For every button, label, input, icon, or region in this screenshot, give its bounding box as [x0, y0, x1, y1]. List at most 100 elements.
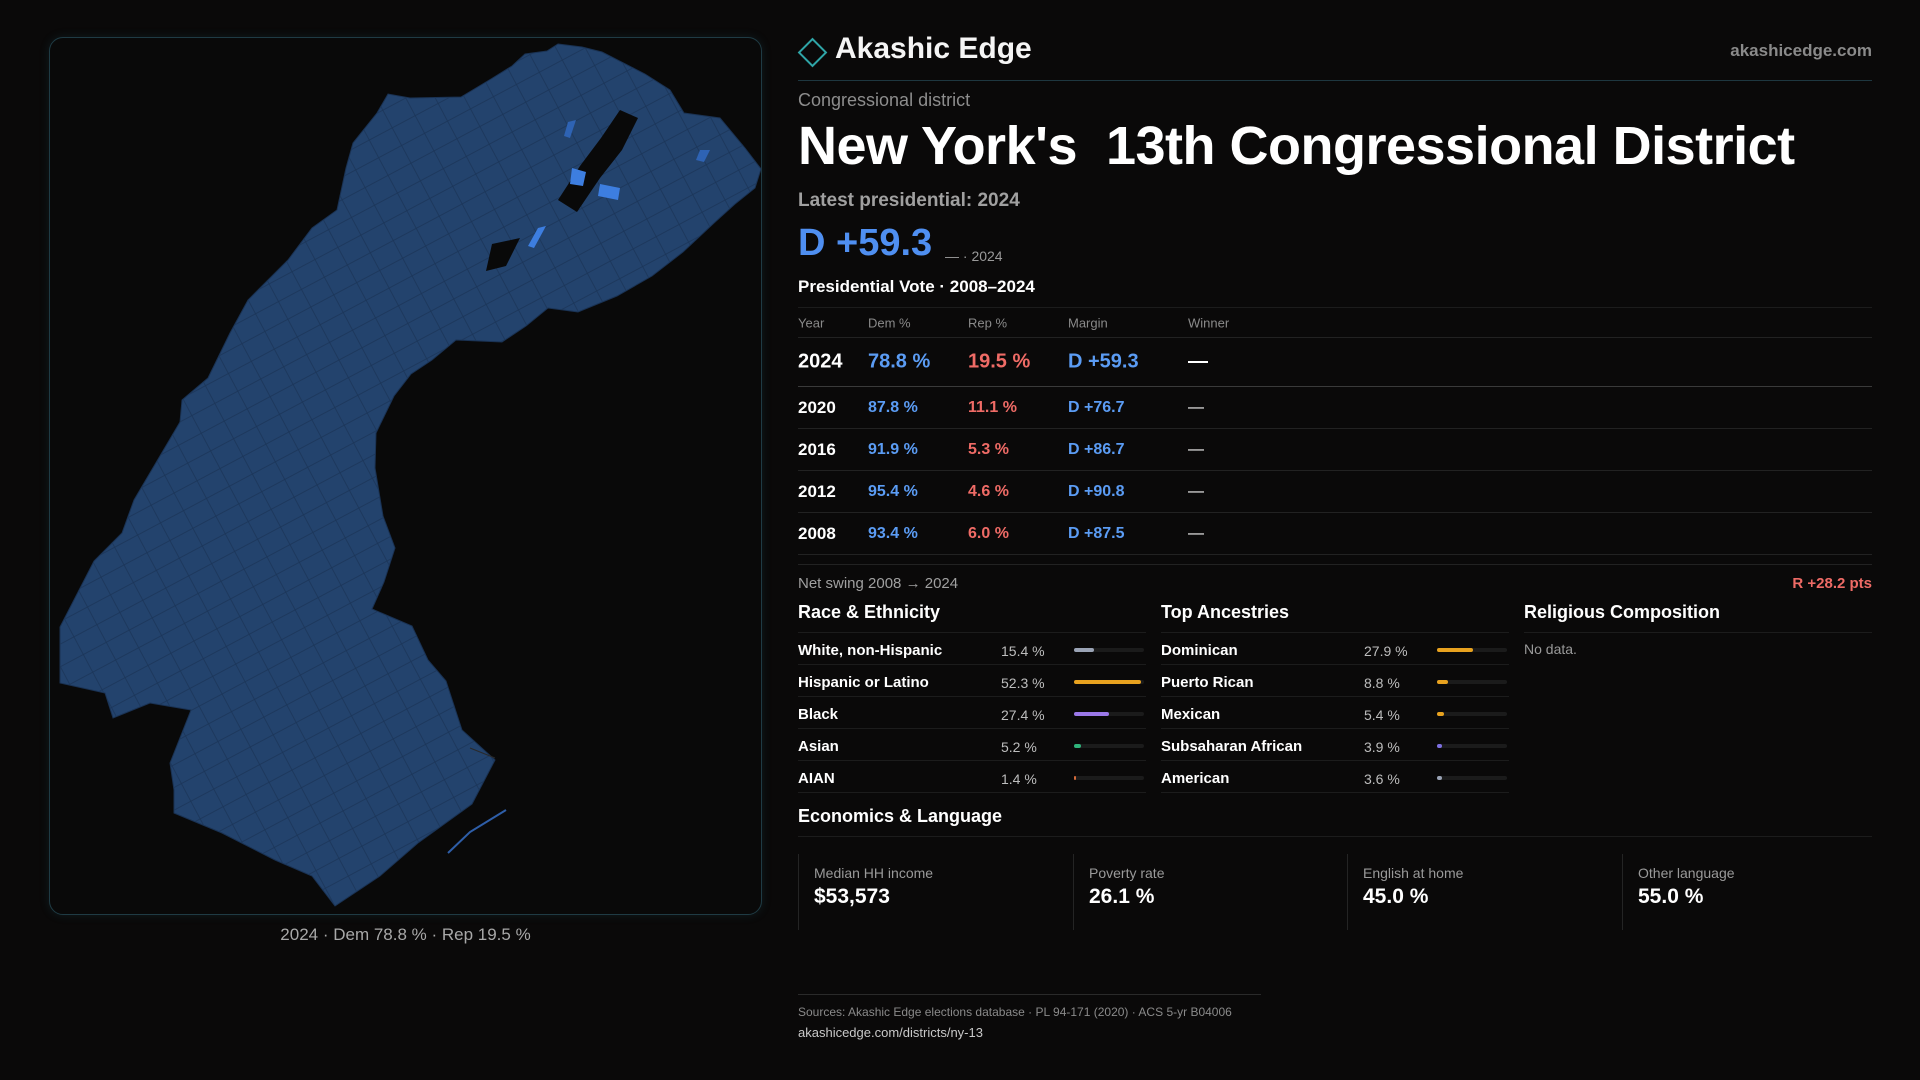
no-data-text: No data. — [1524, 641, 1577, 657]
latest-margin-sub: — · 2024 — [945, 248, 1003, 264]
ancestry-pct: 8.8 % — [1364, 675, 1400, 691]
ancestry-pct: 5.4 % — [1364, 707, 1400, 723]
stat-label: English at home — [1363, 865, 1464, 881]
map-caption: 2024 · Dem 78.8 % · Rep 19.5 % — [280, 925, 531, 944]
page-title: New York's 13th Congressional District — [798, 116, 1795, 176]
vote-table-heading: Presidential Vote · 2008–2024 — [798, 277, 1035, 296]
latest-presidential-label: Latest presidential: 2024 — [798, 190, 1020, 211]
rep-pct-cell: 19.5 % — [968, 350, 1031, 373]
column-header-winner: Winner — [1188, 315, 1230, 330]
list-item[interactable]: Black 27.4 % — [798, 697, 1146, 729]
share-bar-fill — [1437, 712, 1444, 716]
brand-header: Akashic Edge akashicedge.com — [797, 30, 1872, 81]
race-pct: 52.3 % — [1001, 675, 1045, 691]
list-item[interactable]: Asian 5.2 % — [798, 729, 1146, 761]
year-cell: 2016 — [798, 439, 836, 459]
race-pct: 5.2 % — [1001, 739, 1037, 755]
map-gap-area — [486, 238, 520, 271]
highlight-precinct[interactable] — [528, 226, 546, 248]
share-bar-fill — [1437, 648, 1473, 652]
list-item[interactable]: Dominican 27.9 % — [1161, 633, 1509, 665]
race-label: Hispanic or Latino — [798, 674, 929, 691]
net-swing-value: R +28.2 pts — [1792, 575, 1872, 592]
net-swing-label: Net swing 2008 → 2024 — [798, 575, 959, 592]
net-swing-row: Net swing 2008 → 2024 R +28.2 pts — [798, 564, 1872, 594]
stat-value: $53,573 — [814, 885, 890, 908]
race-pct: 15.4 % — [1001, 643, 1045, 659]
stat-value: 45.0 % — [1363, 885, 1429, 908]
table-header-row: Year Dem % Rep % Margin Winner — [798, 308, 1872, 338]
dem-pct-cell: 91.9 % — [868, 440, 918, 458]
rep-pct-cell: 5.3 % — [968, 440, 1009, 458]
share-bar-track — [1074, 680, 1144, 684]
highlight-precinct[interactable] — [570, 168, 586, 186]
table-row[interactable]: 2016 91.9 % 5.3 % D +86.7 — — [798, 429, 1872, 471]
race-label: Black — [798, 706, 839, 723]
top-ancestries-panel: Top Ancestries Dominican 27.9 % Puerto R… — [1161, 602, 1509, 793]
district-map-panel[interactable] — [49, 37, 762, 915]
dem-pct-cell: 78.8 % — [868, 350, 931, 373]
stat-label: Median HH income — [814, 865, 934, 881]
margin-cell: D +59.3 — [1068, 350, 1139, 373]
ancestry-label: Mexican — [1161, 706, 1221, 723]
sources-text: Sources: Akashic Edge elections database… — [798, 1005, 1232, 1019]
highlight-precinct[interactable] — [564, 120, 576, 138]
economics-heading: Economics & Language — [798, 806, 1872, 837]
race-ethnicity-heading: Race & Ethnicity — [798, 602, 1146, 633]
share-bar-track — [1074, 712, 1144, 716]
stat-label: Poverty rate — [1089, 865, 1165, 881]
year-cell: 2024 — [798, 350, 843, 373]
share-bar-fill — [1437, 744, 1442, 748]
stat-label: Other language — [1638, 865, 1735, 881]
top-ancestries-heading: Top Ancestries — [1161, 602, 1509, 633]
share-bar-fill — [1074, 744, 1081, 748]
column-header-rep: Rep % — [968, 315, 1008, 330]
list-item[interactable]: American 3.6 % — [1161, 761, 1509, 793]
shoreline — [469, 747, 496, 759]
race-ethnicity-panel: Race & Ethnicity White, non-Hispanic 15.… — [798, 602, 1146, 793]
race-label: White, non-Hispanic — [798, 642, 943, 659]
list-item[interactable]: White, non-Hispanic 15.4 % — [798, 633, 1146, 665]
brand-name[interactable]: Akashic Edge — [835, 32, 1032, 65]
stat-value: 55.0 % — [1638, 885, 1704, 908]
river-sliver — [447, 809, 507, 854]
sources-footer: Sources: Akashic Edge elections database… — [798, 994, 1261, 1040]
list-item[interactable]: Puerto Rican 8.8 % — [1161, 665, 1509, 697]
table-row[interactable]: 2024 78.8 % 19.5 % D +59.3 — — [798, 338, 1872, 387]
column-header-year: Year — [798, 315, 825, 330]
district-map[interactable] — [50, 38, 762, 915]
table-row[interactable]: 2020 87.8 % 11.1 % D +76.7 — — [798, 387, 1872, 429]
stat-median-income: Median HH income $53,573 — [798, 854, 1072, 930]
dem-pct-cell: 87.8 % — [868, 398, 918, 416]
diamond-logo-icon — [797, 37, 828, 68]
district-shape[interactable] — [59, 43, 761, 907]
district-permalink[interactable]: akashicedge.com/districts/ny-13 — [798, 1025, 983, 1040]
share-bar-fill — [1074, 712, 1109, 716]
highlight-precinct[interactable] — [696, 150, 710, 162]
table-row[interactable]: 2012 95.4 % 4.6 % D +90.8 — — [798, 471, 1872, 513]
race-label: Asian — [798, 738, 839, 755]
share-bar-fill — [1074, 680, 1141, 684]
share-bar-track — [1437, 648, 1507, 652]
list-item[interactable]: AIAN 1.4 % — [798, 761, 1146, 793]
list-item[interactable]: Mexican 5.4 % — [1161, 697, 1509, 729]
brand-url-link[interactable]: akashicedge.com — [1730, 41, 1872, 60]
table-row[interactable]: 2008 93.4 % 6.0 % D +87.5 — — [798, 513, 1872, 555]
share-bar-fill — [1437, 680, 1448, 684]
religious-composition-heading: Religious Composition — [1524, 602, 1872, 633]
ancestry-label: Subsaharan African — [1161, 738, 1303, 755]
list-item[interactable]: Hispanic or Latino 52.3 % — [798, 665, 1146, 697]
latest-margin: D +59.3 — [798, 222, 933, 264]
year-cell: 2012 — [798, 481, 836, 501]
dem-pct-cell: 93.4 % — [868, 524, 918, 542]
list-item[interactable]: Subsaharan African 3.9 % — [1161, 729, 1509, 761]
ancestry-pct: 27.9 % — [1364, 643, 1408, 659]
highlight-precinct[interactable] — [598, 184, 620, 200]
margin-cell: D +86.7 — [1068, 440, 1125, 458]
margin-cell: D +90.8 — [1068, 482, 1125, 500]
economics-stats: Median HH income $53,573 Poverty rate 26… — [798, 854, 1872, 934]
rep-pct-cell: 6.0 % — [968, 524, 1009, 542]
winner-cell: — — [1188, 482, 1204, 500]
rep-pct-cell: 11.1 % — [968, 398, 1017, 416]
stat-english-at-home: English at home 45.0 % — [1347, 854, 1621, 930]
